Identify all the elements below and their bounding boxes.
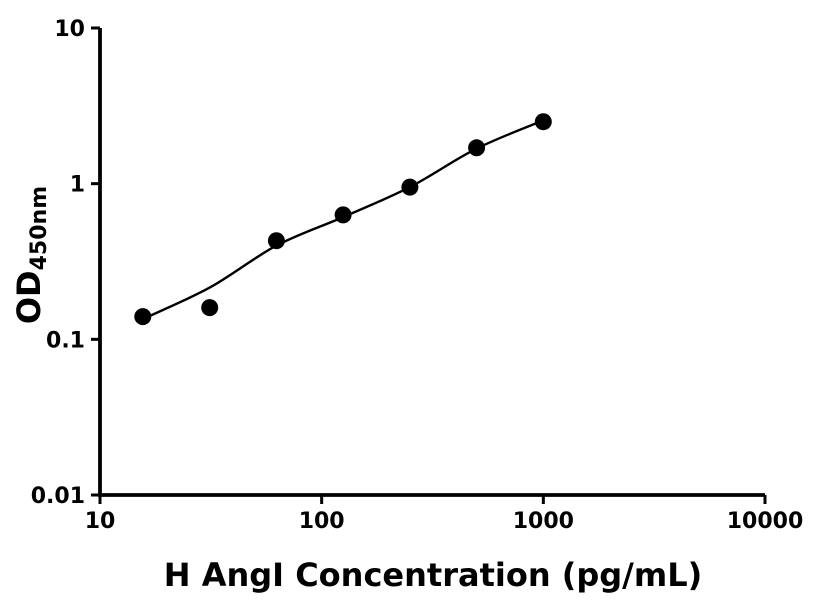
y-axis-label-main: OD: [10, 270, 48, 324]
series-group: [134, 113, 552, 326]
x-axis-label: H AngI Concentration (pg/mL): [164, 556, 702, 594]
data-point: [201, 299, 219, 317]
x-tick-label: 100: [299, 509, 345, 534]
data-point: [267, 232, 285, 250]
y-tick-label: 0.1: [46, 328, 85, 353]
y-tick-label: 0.01: [31, 484, 85, 509]
axes-group: 10 100 1000 10000 0.01 0.1 1 10: [31, 17, 804, 534]
y-tick-label: 1: [70, 173, 85, 198]
y-tick-label: 10: [54, 17, 85, 42]
data-point: [468, 139, 486, 157]
x-tick-label: 1000: [513, 509, 574, 534]
x-tick-label: 10000: [727, 509, 804, 534]
y-axis-label-sub: 450nm: [27, 186, 52, 271]
x-tick-label: 10: [85, 509, 116, 534]
axis-spine: [98, 28, 765, 497]
data-point: [401, 178, 419, 196]
data-point: [134, 308, 152, 326]
data-point: [534, 113, 552, 131]
data-point: [334, 206, 352, 224]
y-axis-label: OD450nm: [10, 186, 52, 324]
